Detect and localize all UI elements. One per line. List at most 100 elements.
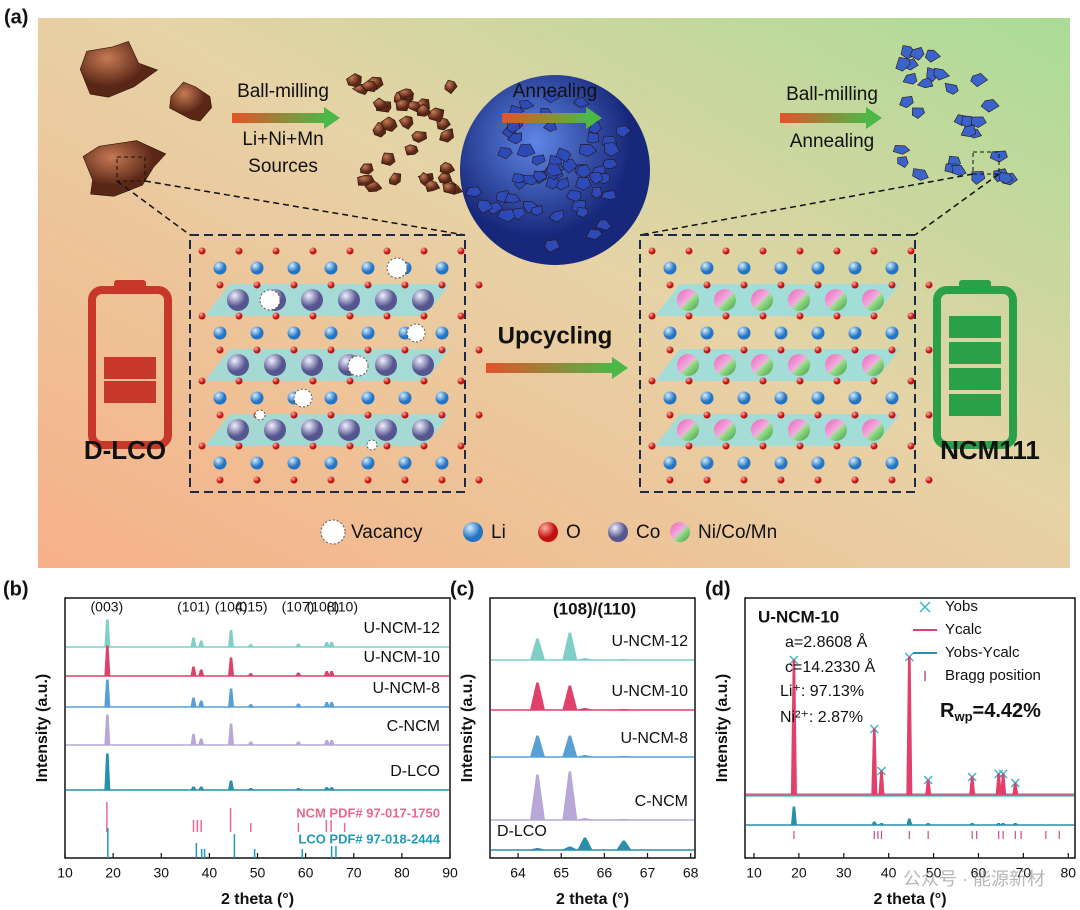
o-atom	[475, 411, 483, 419]
series-label: C-NCM	[387, 718, 440, 735]
flake	[970, 72, 989, 88]
o-atom	[777, 476, 785, 484]
peak	[529, 638, 546, 661]
o-atom	[703, 476, 711, 484]
panel-label: (b)	[3, 578, 29, 600]
particle	[388, 172, 402, 186]
sphere-grain	[576, 206, 589, 218]
annotation: (108)/(110)	[553, 599, 636, 618]
peak	[906, 818, 913, 826]
sphere-grain	[544, 239, 561, 253]
sphere-grain	[604, 142, 621, 157]
o-atom	[383, 442, 391, 450]
o-atom	[327, 476, 335, 484]
x-tick-label: 70	[1016, 865, 1032, 881]
li-atom	[848, 456, 862, 470]
o-atom	[814, 281, 822, 289]
tm-atom	[338, 419, 360, 441]
sphere-grain	[531, 204, 543, 216]
flake	[971, 171, 986, 185]
o-atom	[364, 476, 372, 484]
o-atom	[907, 442, 915, 450]
o-atom	[401, 476, 409, 484]
legend-label: Co	[636, 522, 660, 543]
li-atom	[213, 261, 227, 275]
li-atom	[663, 456, 677, 470]
li-atom	[700, 261, 714, 275]
peak	[104, 714, 111, 746]
sphere-grain	[497, 147, 513, 160]
tm-atom	[375, 289, 397, 311]
peak	[328, 642, 335, 648]
li-atom	[361, 456, 375, 470]
sphere-grain	[476, 199, 493, 214]
o-atom	[648, 377, 656, 385]
peak	[999, 823, 1007, 826]
o-atom	[814, 346, 822, 354]
tm-atom	[714, 419, 736, 441]
sphere-grain	[601, 158, 619, 169]
battery-bar	[949, 394, 1001, 416]
peak	[906, 656, 913, 796]
sphere-grain	[575, 176, 592, 191]
peak	[529, 682, 546, 711]
o-atom	[420, 312, 428, 320]
li-atom	[250, 456, 264, 470]
o-atom	[420, 377, 428, 385]
flake	[933, 67, 950, 81]
battery-body	[88, 286, 172, 449]
plot-frame	[64, 597, 451, 859]
o-atom	[814, 476, 822, 484]
o-atom	[722, 442, 730, 450]
peak	[877, 823, 886, 826]
product-label: NCM111	[940, 435, 1040, 465]
vacancy	[386, 257, 408, 279]
li-atom	[324, 326, 338, 340]
o-atom	[888, 281, 896, 289]
peak	[994, 823, 1003, 826]
step-label: Ball-milling	[786, 84, 878, 105]
tm-atom	[412, 289, 434, 311]
peak	[616, 818, 631, 821]
particle	[439, 161, 456, 175]
annotation: U-NCM-10	[758, 607, 839, 626]
sphere-grain	[591, 187, 603, 199]
legend-label: Vacancy	[351, 522, 423, 543]
o-atom	[759, 312, 767, 320]
o-atom	[722, 377, 730, 385]
o-atom	[327, 281, 335, 289]
o-atom	[327, 346, 335, 354]
o-atom	[309, 312, 317, 320]
particle	[360, 80, 378, 93]
o-atom	[759, 247, 767, 255]
r-value: =4.42%	[973, 700, 1042, 722]
x-tick-label: 60	[971, 865, 987, 881]
li-atom	[287, 456, 301, 470]
li-atom	[885, 456, 899, 470]
li-atom	[848, 326, 862, 340]
o-atom	[888, 411, 896, 419]
peak	[247, 741, 255, 746]
flake	[971, 116, 987, 128]
r-factor: Rwp=4.42%	[940, 700, 1041, 724]
peak-label: (015)	[235, 599, 268, 615]
x-axis-label: 2 theta (°)	[221, 891, 294, 908]
o-atom	[253, 281, 261, 289]
legend-symbol	[463, 522, 483, 542]
o-atom	[740, 346, 748, 354]
o-atom	[759, 442, 767, 450]
peak	[615, 840, 632, 851]
peak	[323, 740, 331, 746]
peak	[1000, 773, 1007, 796]
li-atom	[250, 261, 264, 275]
x-tick-label: 80	[1060, 865, 1076, 881]
tm-atom	[677, 289, 699, 311]
sphere-grain	[562, 158, 578, 174]
flake	[960, 124, 976, 137]
peak	[104, 645, 111, 677]
o-atom	[870, 442, 878, 450]
o-atom	[272, 312, 280, 320]
sphere-grain	[497, 208, 516, 223]
o-atom	[851, 411, 859, 419]
peak-label: (101)	[177, 599, 210, 615]
